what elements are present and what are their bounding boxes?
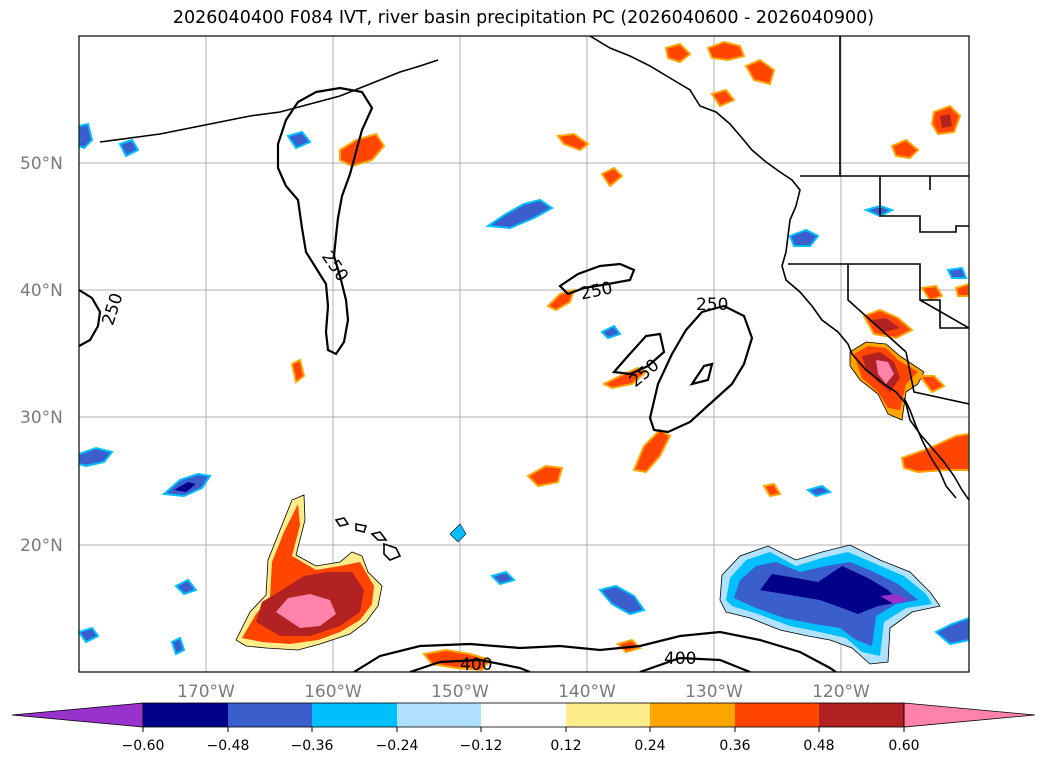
colorbar-tick-label: 0.36: [719, 738, 750, 754]
figure-title: 2026040400 F084 IVT, river basin precipi…: [172, 8, 875, 28]
colorbar-segment: [566, 703, 650, 727]
colorbar-tick-label: 0.24: [634, 738, 665, 754]
lat-label-20n: 20°N: [20, 536, 63, 556]
negative-anomaly-core: [760, 566, 900, 614]
ivt-contour-6: [79, 289, 102, 347]
positive-anomaly-ca-north-core: [872, 318, 900, 332]
positive-anomaly-utah: [954, 282, 969, 297]
ivt-contour-9: [639, 656, 751, 672]
ivt-contour-8: [409, 658, 531, 672]
colorbar-segment: [397, 703, 481, 727]
positive-anomaly-central-11: [290, 358, 306, 384]
colorbar-segment: [481, 703, 566, 727]
colorbar: −0.60 −0.48 −0.36 −0.24 −0.12 0.12 0.24 …: [11, 702, 1036, 754]
colorbar-segment: [143, 703, 228, 727]
gridlines: [79, 36, 969, 672]
colorbar-segment: [312, 703, 397, 727]
negative-anomaly-6: [79, 122, 94, 150]
ivt-contour-4: [648, 304, 754, 434]
negative-anomaly-16: [600, 324, 622, 340]
negative-anomaly-1: [485, 198, 554, 230]
colorbar-tick-label: −0.24: [376, 738, 419, 754]
lon-label-170w: 170°W: [177, 682, 235, 702]
positive-anomaly-core-3: [276, 594, 336, 628]
ivt-contour-3: [611, 332, 666, 376]
negative-anomaly-18: [170, 636, 186, 656]
colorbar-tick-label: 0.48: [803, 738, 834, 754]
precip-anomaly-fields: [79, 40, 969, 672]
positive-anomaly-nev: [918, 375, 946, 394]
positive-anomaly-central-6: [556, 132, 590, 152]
map-frame: [78, 35, 970, 673]
positive-anomaly-central-2: [632, 428, 672, 474]
positive-anomaly-central-7: [600, 166, 624, 188]
negative-anomaly-10: [490, 570, 516, 586]
negative-anomaly-4: [934, 616, 969, 646]
positive-anomaly-bc-1-core: [940, 114, 952, 128]
colorbar-tick-label: −0.36: [291, 738, 334, 754]
colorbar-segment: [735, 703, 819, 727]
positive-anomaly-alaska-4: [710, 88, 736, 108]
negative-anomaly-8: [788, 228, 820, 247]
positive-anomaly-california-peak: [876, 360, 894, 384]
contour-label: 250: [696, 295, 728, 315]
lon-label-150w: 150°W: [431, 682, 489, 702]
positive-anomaly-idaho: [920, 284, 944, 302]
negative-anomaly-12: [449, 523, 467, 543]
positive-anomaly-alaska-1: [706, 40, 746, 62]
positive-anomaly-central-5: [526, 464, 564, 488]
lat-label-40n: 40°N: [20, 281, 63, 301]
colorbar-segment: [650, 703, 735, 727]
colorbar-frame: [142, 702, 905, 728]
ivt-contour-7: [353, 630, 837, 672]
lon-label-160w: 160°W: [304, 682, 362, 702]
colorbar-extend-high: [903, 702, 1036, 728]
positive-anomaly-central-10: [762, 482, 782, 498]
colorbar-tick-label: −0.60: [122, 738, 165, 754]
lon-labels: 170°W 160°W 150°W 140°W 130°W 120°W: [177, 682, 870, 702]
positive-anomaly-central-8: [422, 648, 492, 672]
negative-anomaly-11: [174, 578, 198, 596]
contour-label: 400: [460, 655, 492, 675]
lat-label-50n: 50°N: [20, 154, 63, 174]
lat-label-30n: 30°N: [20, 408, 63, 428]
lon-label-120w: 120°W: [812, 682, 870, 702]
colorbar-segment: [819, 703, 904, 727]
negative-anomaly-14: [79, 626, 100, 644]
positive-anomaly-alaska-2: [744, 58, 776, 86]
positive-anomaly-bc-2: [890, 138, 920, 160]
negative-anomaly-13: [805, 484, 833, 498]
ivt-contour-5: [689, 362, 714, 386]
colorbar-extend-low: [11, 702, 144, 728]
ivt-contour-1: [276, 86, 374, 356]
negative-anomaly-2-core: [174, 482, 196, 492]
negative-anomaly-5: [79, 446, 114, 468]
negative-anomaly-9: [863, 204, 895, 218]
negative-anomaly-17: [118, 138, 140, 158]
colorbar-tick-label: −0.12: [460, 738, 503, 754]
colorbar-tick-label: 0.12: [550, 738, 581, 754]
colorbar-tick-label: 0.60: [888, 738, 919, 754]
ivt-contour-2: [558, 262, 636, 296]
negative-anomaly-15: [946, 266, 968, 279]
ivt-contours: [79, 86, 837, 672]
colorbar-tick-label: −0.48: [207, 738, 250, 754]
negative-anomaly-7: [286, 130, 312, 150]
negative-anomaly-min: [880, 594, 908, 604]
lon-label-130w: 130°W: [685, 682, 743, 702]
lat-labels: 50°N 40°N 30°N 20°N: [20, 154, 63, 556]
positive-anomaly-alaska-3: [664, 42, 692, 64]
negative-anomaly-3: [598, 584, 646, 616]
colorbar-segment: [228, 703, 312, 727]
contour-label: 400: [664, 649, 696, 669]
lon-label-140w: 140°W: [558, 682, 616, 702]
colorbar-tickmarks: [142, 727, 905, 732]
positive-anomaly-central-3: [601, 366, 648, 390]
contour-labels: 250 250 250 250 250 400 400: [98, 248, 728, 675]
